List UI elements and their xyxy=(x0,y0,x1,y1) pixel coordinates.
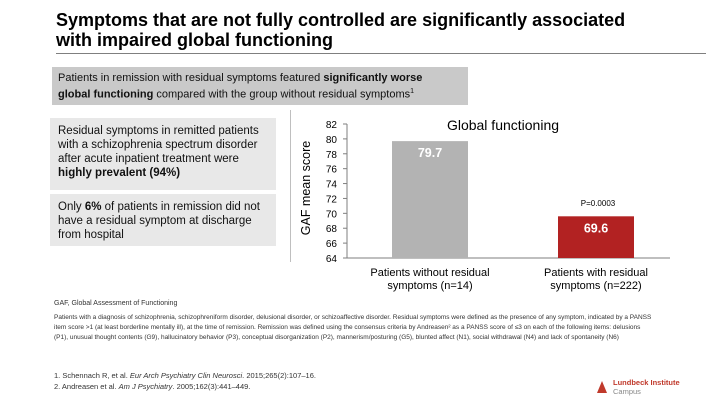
banner-text-2: compared with the group without residual… xyxy=(153,88,411,101)
banner-sup: 1 xyxy=(410,88,415,95)
reference-2-authors: 2. Andreasen et al. xyxy=(54,382,119,391)
slide-title: Symptoms that are not fully controlled a… xyxy=(56,10,696,50)
y-tick-label: 66 xyxy=(326,239,338,250)
category-label-2: symptoms (n=222) xyxy=(550,280,641,292)
bar-1 xyxy=(392,141,468,258)
y-tick-label: 78 xyxy=(326,150,338,161)
reference-1-details: . 2015;265(2):107–16. xyxy=(242,371,316,380)
abbreviation-note: GAF, Global Assessment of Functioning xyxy=(54,300,178,307)
y-axis-label: GAF mean score xyxy=(299,141,313,236)
banner-bold-2: global functioning xyxy=(58,88,154,101)
box1-text: Residual symptoms in remitted patients w… xyxy=(58,125,259,165)
y-tick-label: 82 xyxy=(326,120,338,131)
no-residual-symptoms-box: Only 6% of patients in remission did not… xyxy=(50,194,276,246)
box2-bold: 6% xyxy=(84,201,102,213)
category-label-1: Patients without residual xyxy=(370,267,489,279)
vertical-divider xyxy=(290,110,291,262)
title-line-1: Symptoms that are not fully controlled a… xyxy=(56,10,626,30)
lundbeck-logo: Lundbeck Institute Campus xyxy=(595,378,705,398)
y-tick-label: 80 xyxy=(326,135,338,146)
box2-text-2: of patients in remission did not have a … xyxy=(58,201,260,241)
summary-banner: Patients in remission with residual symp… xyxy=(52,67,468,105)
reference-2: 2. Andreasen et al. Am J Psychiatry. 200… xyxy=(54,381,494,392)
bar-2 xyxy=(558,216,634,258)
reference-1: 1. Schennach R, et al. Eur Arch Psychiat… xyxy=(54,370,494,381)
title-divider xyxy=(56,53,706,54)
box1-bold: highly prevalent (94%) xyxy=(58,167,181,179)
reference-2-details: . 2005;162(3):441–449. xyxy=(172,382,251,391)
title-line-2: with impaired global functioning xyxy=(56,30,333,50)
y-tick-label: 68 xyxy=(326,224,338,235)
banner-text-1: Patients in remission with residual symp… xyxy=(58,72,324,84)
y-tick-label: 70 xyxy=(326,209,338,220)
logo-line-1: Lundbeck Institute xyxy=(613,378,680,387)
references: 1. Schennach R, et al. Eur Arch Psychiat… xyxy=(54,370,494,392)
reference-1-authors: 1. Schennach R, et al. xyxy=(54,371,130,380)
bar-value-label-1: 79.7 xyxy=(418,146,442,160)
y-tick-label: 72 xyxy=(326,194,338,205)
logo-line-2: Campus xyxy=(613,387,641,396)
bar-value-label-2: 69.6 xyxy=(584,221,608,235)
category-label-1: symptoms (n=14) xyxy=(387,280,472,292)
chart-title: Global functioning xyxy=(447,117,559,133)
methods-footnote: Patients with a diagnosis of schizophren… xyxy=(54,314,652,341)
y-tick-label: 64 xyxy=(326,254,338,265)
banner-bold-1: significantly worse xyxy=(323,72,423,84)
reference-1-journal: Eur Arch Psychiatry Clin Neurosci xyxy=(129,371,243,380)
y-tick-label: 76 xyxy=(326,165,338,176)
reference-2-journal: Am J Psychiatry xyxy=(118,382,173,391)
logo-mark-icon xyxy=(597,381,607,393)
category-label-2: Patients with residual xyxy=(544,267,648,279)
box2-text-1: Only xyxy=(58,201,85,213)
residual-symptoms-box: Residual symptoms in remitted patients w… xyxy=(50,118,276,190)
gaf-bar-chart: GAF mean score Global functioning 64 66 68… xyxy=(299,117,670,292)
y-tick-label: 74 xyxy=(326,180,338,191)
p-value-annotation: P=0.0003 xyxy=(581,199,616,208)
